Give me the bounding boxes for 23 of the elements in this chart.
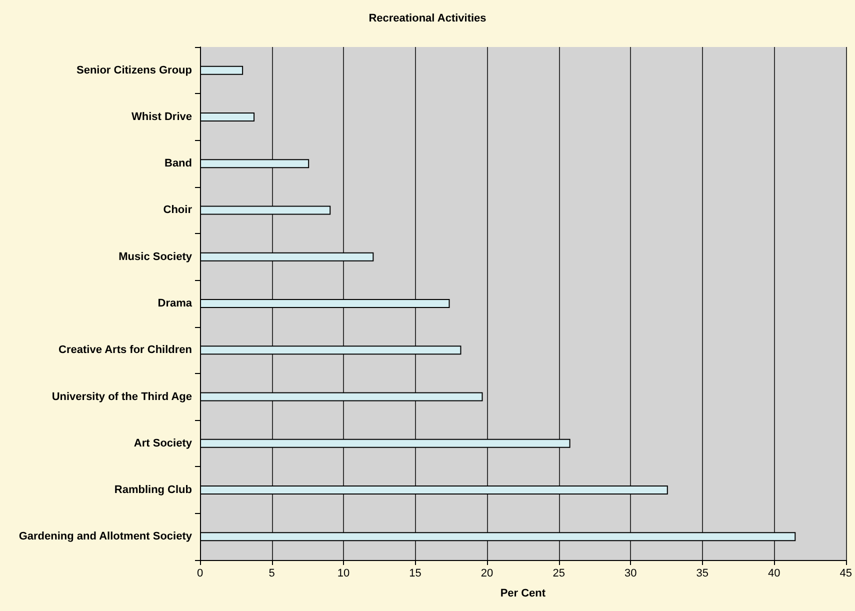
y-tick-label: University of the Third Age bbox=[52, 390, 192, 403]
x-tick-label: 10 bbox=[337, 568, 350, 580]
y-tick-label: Senior Citizens Group bbox=[76, 64, 192, 76]
y-tick-label: Whist Drive bbox=[131, 110, 192, 123]
x-tick-label: 20 bbox=[480, 568, 494, 580]
y-tick-label: Gardening and Allotment Society bbox=[18, 530, 193, 543]
y-tick-label: Drama bbox=[158, 298, 193, 310]
y-tick-label: Band bbox=[164, 158, 192, 170]
y-tick-label: Art Society bbox=[134, 437, 193, 450]
x-axis-title: Per Cent bbox=[500, 588, 546, 600]
x-tick-label: 0 bbox=[196, 568, 204, 580]
x-tick-label: 25 bbox=[552, 568, 565, 580]
x-tick-label: 5 bbox=[268, 568, 275, 580]
x-tick-label: 45 bbox=[840, 568, 852, 580]
y-tick-label: Music Society bbox=[118, 250, 193, 263]
x-tick-label: 40 bbox=[768, 568, 780, 580]
x-tick-label: 35 bbox=[696, 568, 708, 580]
x-tick-label: 30 bbox=[624, 568, 637, 580]
y-tick-label: Creative Arts for Children bbox=[58, 344, 192, 356]
chart-title: Recreational Activities bbox=[368, 12, 486, 24]
y-tick-label: Choir bbox=[163, 204, 193, 216]
y-tick-label: Rambling Club bbox=[114, 484, 192, 496]
x-tick-label: 15 bbox=[409, 568, 422, 580]
